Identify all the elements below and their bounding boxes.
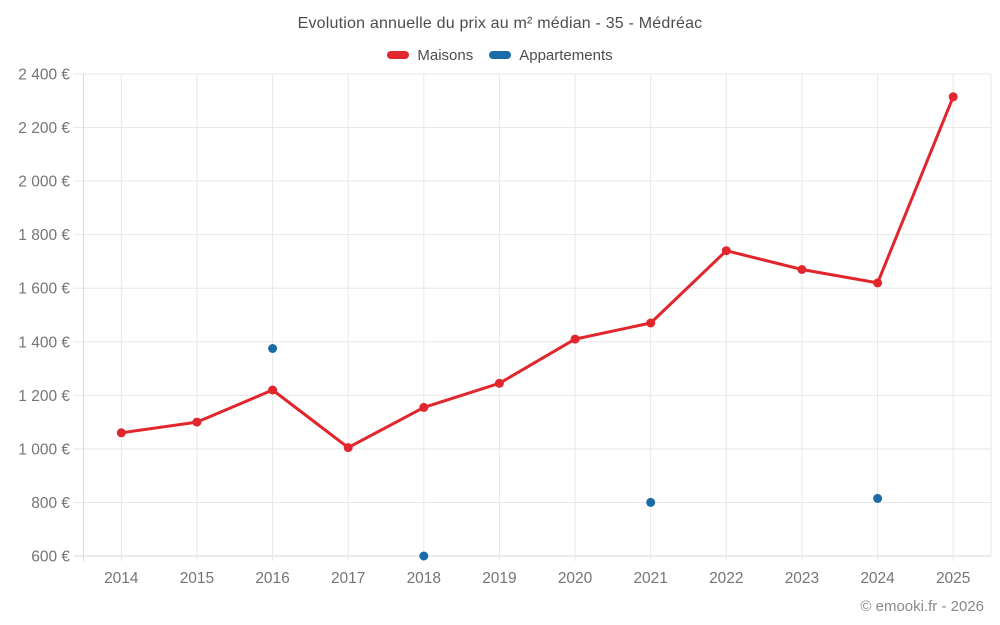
x-tick-label: 2023 xyxy=(785,570,819,587)
y-tick-label: 2 200 € xyxy=(18,120,70,137)
appartements-point-2016[interactable] xyxy=(268,344,278,353)
maisons-point-2021[interactable] xyxy=(646,318,656,328)
maisons-point-2018[interactable] xyxy=(419,402,429,412)
y-tick-label: 600 € xyxy=(31,549,70,566)
appartements-point-2018[interactable] xyxy=(419,551,429,561)
legend-item-appartements[interactable]: Appartements xyxy=(489,46,613,64)
x-tick-label: 2024 xyxy=(860,570,895,587)
x-tick-label: 2016 xyxy=(255,570,289,587)
legend-item-maisons[interactable]: Maisons xyxy=(387,47,473,64)
maisons-point-2020[interactable] xyxy=(570,334,580,344)
maisons-line xyxy=(119,95,955,450)
maisons-point-2014[interactable] xyxy=(116,428,126,438)
y-tick-label: 2 400 € xyxy=(18,67,70,84)
appartements-swatch-icon xyxy=(489,51,512,59)
chart-title: Evolution annuelle du prix au m² médian … xyxy=(297,15,703,32)
x-tick-label: 2021 xyxy=(633,570,667,587)
y-tick-label: 1 800 € xyxy=(18,227,70,244)
credit-text: © emooki.fr - 2026 xyxy=(860,598,984,615)
y-tick-label: 1 200 € xyxy=(18,388,70,405)
x-tick-label: 2019 xyxy=(482,570,516,587)
maisons-point-2019[interactable] xyxy=(494,378,504,388)
y-tick-label: 2 000 € xyxy=(18,174,70,191)
appartements-point-2021[interactable] xyxy=(646,497,656,507)
y-tick-label: 800 € xyxy=(31,495,70,512)
y-tick-label: 1 400 € xyxy=(18,334,70,351)
maisons-point-2025[interactable] xyxy=(948,92,958,102)
legend-label-maisons: Maisons xyxy=(417,46,474,64)
chart-legend: Maisons Appartements xyxy=(0,45,1000,65)
maisons-point-2023[interactable] xyxy=(797,265,807,274)
maisons-point-2015[interactable] xyxy=(192,417,202,427)
x-tick-label: 2025 xyxy=(936,570,970,587)
x-tick-label: 2022 xyxy=(709,570,743,587)
x-tick-label: 2015 xyxy=(180,570,214,587)
y-tick-label: 1 600 € xyxy=(18,281,70,298)
maisons-point-2016[interactable] xyxy=(268,385,278,395)
x-tick-label: 2017 xyxy=(331,570,365,587)
appartements-point-2024[interactable] xyxy=(873,493,883,503)
legend-label-appartements: Appartements xyxy=(519,46,613,64)
maisons-swatch-icon xyxy=(387,51,410,59)
maisons-point-2022[interactable] xyxy=(721,246,731,256)
y-tick-label: 1 000 € xyxy=(18,441,70,458)
x-tick-label: 2014 xyxy=(104,570,139,587)
maisons-point-2024[interactable] xyxy=(873,278,883,288)
maisons-point-2017[interactable] xyxy=(343,443,353,453)
x-tick-label: 2018 xyxy=(407,570,441,587)
x-tick-label: 2020 xyxy=(558,570,593,587)
